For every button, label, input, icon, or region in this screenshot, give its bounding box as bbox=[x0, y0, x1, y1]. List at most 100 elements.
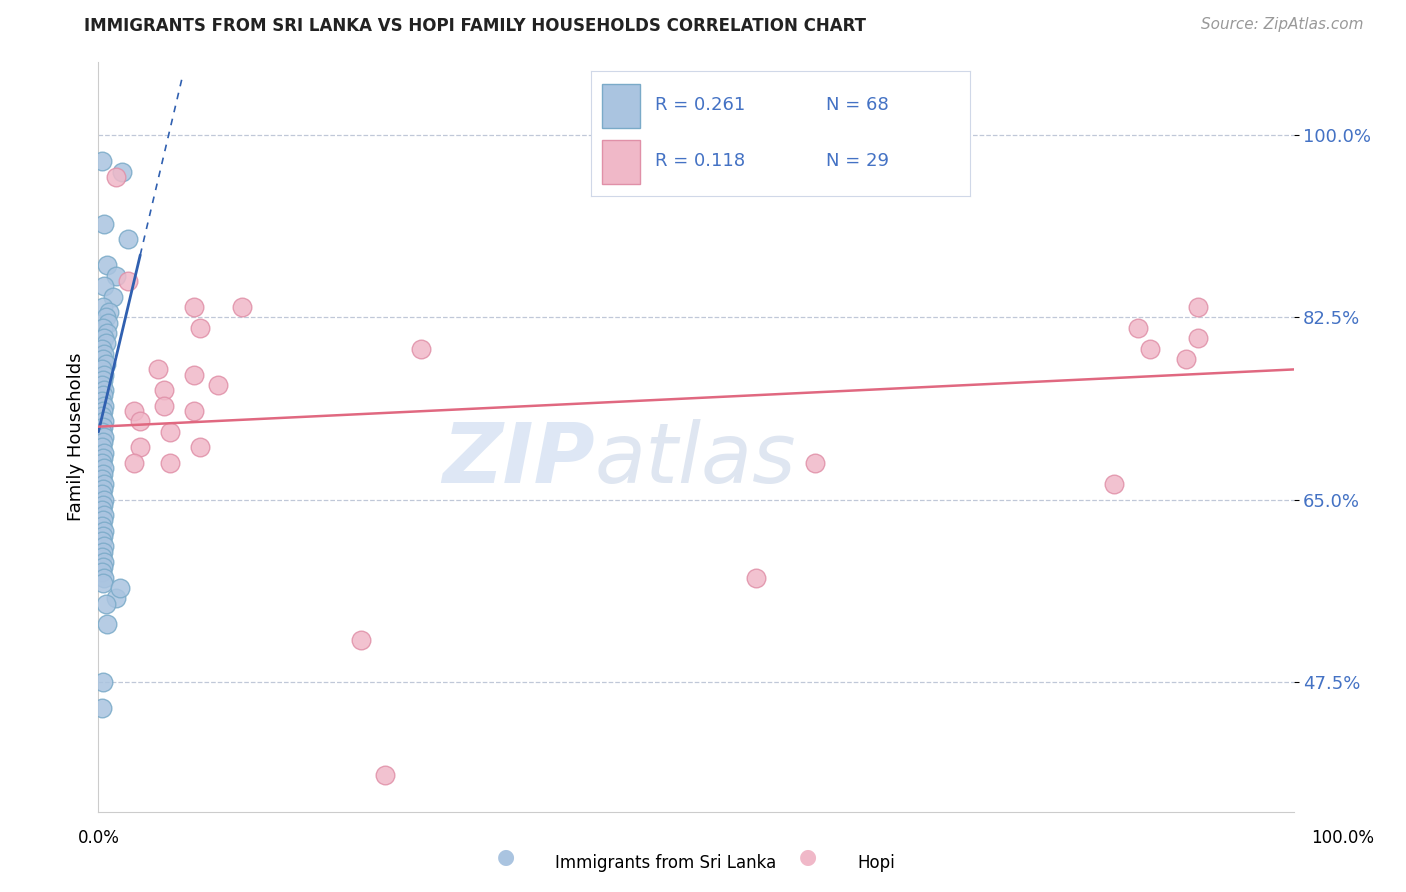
Point bbox=[93, 571, 115, 585]
Point bbox=[124, 404, 146, 418]
Point bbox=[804, 456, 827, 470]
Point bbox=[91, 549, 114, 564]
Point bbox=[91, 388, 114, 402]
Point bbox=[93, 539, 115, 553]
Point bbox=[93, 508, 115, 523]
Point bbox=[91, 534, 114, 549]
Bar bbox=[602, 140, 640, 184]
Point bbox=[91, 513, 114, 527]
Point bbox=[91, 373, 114, 387]
Y-axis label: Family Households: Family Households bbox=[66, 353, 84, 521]
Text: Hopi: Hopi bbox=[858, 855, 896, 872]
Point bbox=[231, 300, 253, 314]
Point bbox=[153, 399, 176, 413]
Text: R = 0.118: R = 0.118 bbox=[655, 153, 745, 170]
Point bbox=[124, 456, 146, 470]
Point bbox=[91, 154, 114, 169]
Point bbox=[91, 487, 114, 501]
Point bbox=[129, 414, 152, 428]
Text: atlas: atlas bbox=[595, 419, 796, 500]
Text: 100.0%: 100.0% bbox=[1312, 829, 1374, 847]
Point bbox=[91, 529, 114, 543]
Point bbox=[96, 617, 118, 632]
Point bbox=[91, 575, 114, 590]
Bar bbox=[602, 84, 640, 128]
Text: ●: ● bbox=[800, 847, 817, 867]
Point bbox=[105, 169, 128, 184]
Point bbox=[93, 279, 115, 293]
Point bbox=[159, 425, 181, 439]
Point bbox=[98, 305, 121, 319]
Point bbox=[188, 441, 211, 455]
Text: N = 68: N = 68 bbox=[825, 96, 889, 114]
Point bbox=[93, 383, 115, 397]
Point bbox=[105, 268, 128, 283]
Point bbox=[183, 404, 205, 418]
Point bbox=[1187, 331, 1209, 345]
Text: 0.0%: 0.0% bbox=[77, 829, 120, 847]
Point bbox=[91, 450, 114, 465]
Point bbox=[91, 300, 114, 314]
Point bbox=[1175, 351, 1198, 366]
Point bbox=[117, 274, 139, 288]
Point bbox=[374, 768, 396, 782]
Point bbox=[91, 498, 114, 512]
Point bbox=[117, 232, 139, 246]
Point bbox=[91, 560, 114, 574]
Point bbox=[97, 316, 120, 330]
Point bbox=[94, 336, 117, 351]
Point bbox=[96, 258, 118, 272]
Point bbox=[91, 342, 114, 356]
Text: ZIP: ZIP bbox=[441, 419, 595, 500]
Point bbox=[159, 456, 181, 470]
Point bbox=[111, 164, 134, 178]
Point bbox=[411, 342, 433, 356]
Point bbox=[91, 425, 114, 439]
Point bbox=[93, 347, 115, 361]
Point bbox=[350, 633, 373, 648]
Point bbox=[94, 597, 117, 611]
Point bbox=[93, 430, 115, 444]
Point bbox=[1128, 320, 1150, 334]
Point bbox=[93, 476, 115, 491]
Point bbox=[94, 310, 117, 325]
Point bbox=[153, 383, 176, 397]
Point bbox=[93, 368, 115, 382]
Point bbox=[105, 591, 128, 606]
Point bbox=[91, 393, 114, 408]
Point bbox=[93, 555, 115, 569]
Point bbox=[93, 414, 115, 428]
Point bbox=[188, 320, 211, 334]
Point bbox=[93, 492, 115, 507]
Point bbox=[148, 362, 170, 376]
Text: R = 0.261: R = 0.261 bbox=[655, 96, 745, 114]
Point bbox=[91, 518, 114, 533]
Point bbox=[93, 524, 115, 538]
Point bbox=[94, 357, 117, 371]
Point bbox=[91, 674, 114, 689]
Text: Source: ZipAtlas.com: Source: ZipAtlas.com bbox=[1201, 17, 1364, 31]
Point bbox=[1187, 300, 1209, 314]
Point bbox=[91, 362, 114, 376]
Point bbox=[91, 351, 114, 366]
Point bbox=[1104, 476, 1126, 491]
Point bbox=[91, 441, 114, 455]
Point bbox=[207, 378, 229, 392]
Text: N = 29: N = 29 bbox=[825, 153, 889, 170]
Point bbox=[93, 399, 115, 413]
Point bbox=[745, 571, 768, 585]
Point bbox=[91, 378, 114, 392]
Point bbox=[93, 445, 115, 460]
Point bbox=[91, 503, 114, 517]
Point bbox=[91, 419, 114, 434]
Point bbox=[93, 461, 115, 475]
Point bbox=[91, 320, 114, 334]
Point bbox=[91, 566, 114, 580]
Point bbox=[91, 456, 114, 470]
Point bbox=[91, 482, 114, 496]
Point bbox=[91, 544, 114, 558]
Point bbox=[93, 331, 115, 345]
Point bbox=[93, 217, 115, 231]
Point bbox=[108, 581, 131, 595]
Text: ●: ● bbox=[498, 847, 515, 867]
